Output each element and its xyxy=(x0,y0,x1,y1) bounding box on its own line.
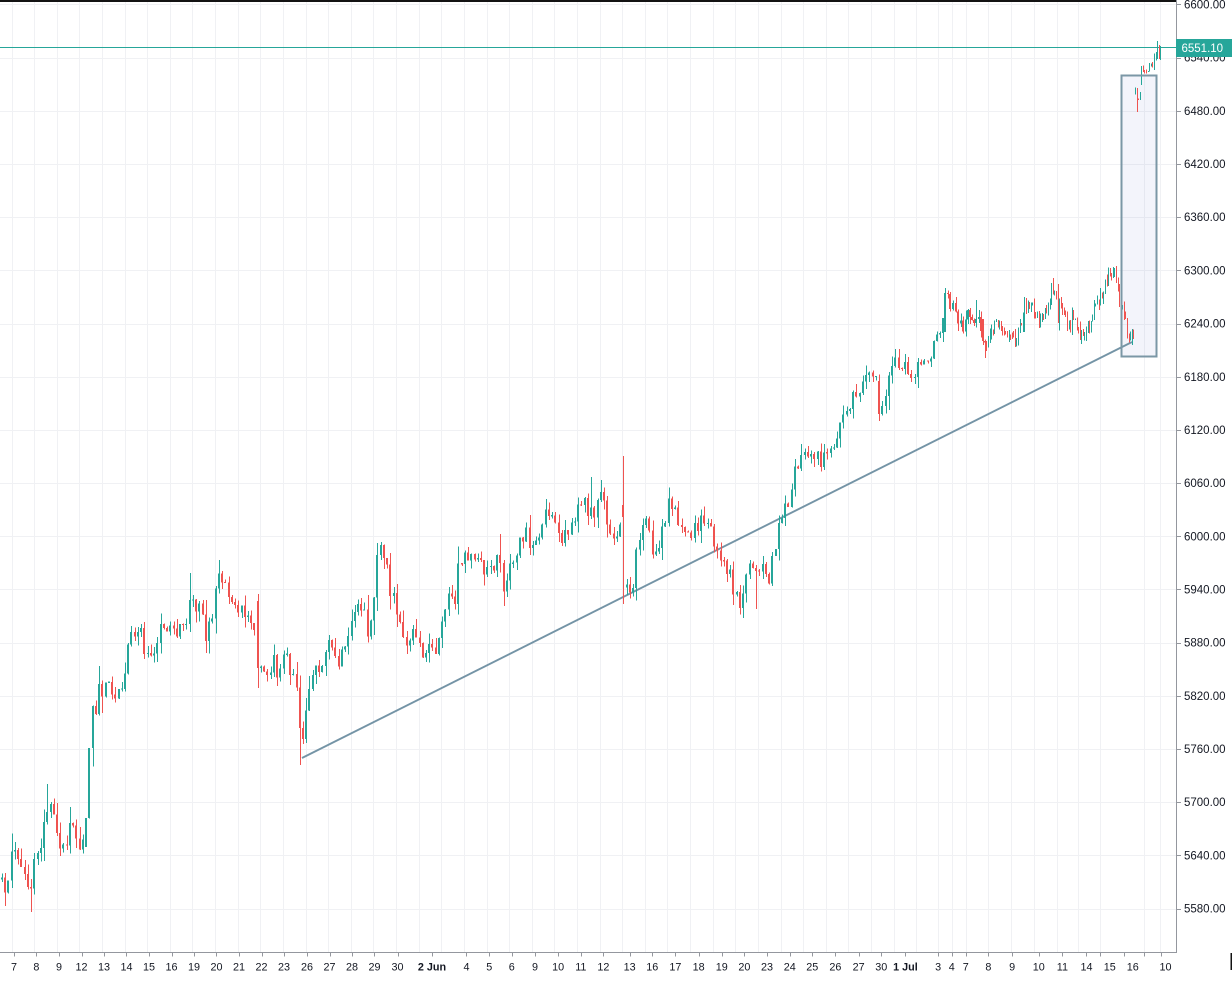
svg-text:6180.00: 6180.00 xyxy=(1184,372,1226,384)
svg-text:27: 27 xyxy=(853,962,865,974)
svg-text:12: 12 xyxy=(75,962,87,974)
svg-text:19: 19 xyxy=(188,962,200,974)
svg-text:24: 24 xyxy=(784,962,796,974)
svg-text:30: 30 xyxy=(391,962,403,974)
svg-text:5760.00: 5760.00 xyxy=(1184,744,1226,756)
svg-text:23: 23 xyxy=(761,962,773,974)
svg-text:20: 20 xyxy=(738,962,750,974)
svg-text:15: 15 xyxy=(143,962,155,974)
svg-text:14: 14 xyxy=(1080,962,1092,974)
svg-text:8: 8 xyxy=(33,962,39,974)
svg-text:6360.00: 6360.00 xyxy=(1184,212,1226,224)
svg-text:1 Jul: 1 Jul xyxy=(893,962,918,974)
svg-text:12: 12 xyxy=(597,962,609,974)
svg-text:20: 20 xyxy=(210,962,222,974)
svg-text:6551.10: 6551.10 xyxy=(1182,43,1224,55)
svg-text:6600.00: 6600.00 xyxy=(1184,0,1226,12)
svg-text:26: 26 xyxy=(301,962,313,974)
svg-text:23: 23 xyxy=(278,962,290,974)
svg-text:4: 4 xyxy=(949,962,955,974)
svg-text:5940.00: 5940.00 xyxy=(1184,585,1226,597)
svg-text:13: 13 xyxy=(98,962,110,974)
svg-text:5820.00: 5820.00 xyxy=(1184,691,1226,703)
svg-text:10: 10 xyxy=(1033,962,1045,974)
svg-text:6240.00: 6240.00 xyxy=(1184,319,1226,331)
svg-text:16: 16 xyxy=(165,962,177,974)
svg-text:27: 27 xyxy=(323,962,335,974)
svg-text:13: 13 xyxy=(624,962,636,974)
svg-text:5640.00: 5640.00 xyxy=(1184,850,1226,862)
svg-text:16: 16 xyxy=(1127,962,1139,974)
svg-text:6000.00: 6000.00 xyxy=(1184,531,1226,543)
svg-text:25: 25 xyxy=(806,962,818,974)
svg-text:4: 4 xyxy=(463,962,469,974)
svg-text:5: 5 xyxy=(486,962,492,974)
svg-text:7: 7 xyxy=(11,962,17,974)
svg-text:6300.00: 6300.00 xyxy=(1184,265,1226,277)
svg-text:6420.00: 6420.00 xyxy=(1184,159,1226,171)
svg-text:11: 11 xyxy=(575,962,586,974)
svg-text:15: 15 xyxy=(1104,962,1116,974)
svg-text:29: 29 xyxy=(368,962,380,974)
svg-text:26: 26 xyxy=(829,962,841,974)
svg-text:6060.00: 6060.00 xyxy=(1184,478,1226,490)
svg-text:9: 9 xyxy=(532,962,538,974)
svg-text:7: 7 xyxy=(963,962,969,974)
svg-text:10: 10 xyxy=(552,962,564,974)
svg-text:18: 18 xyxy=(693,962,705,974)
svg-text:28: 28 xyxy=(346,962,358,974)
svg-text:21: 21 xyxy=(233,962,245,974)
svg-text:22: 22 xyxy=(255,962,267,974)
svg-text:6480.00: 6480.00 xyxy=(1184,106,1226,118)
svg-text:16: 16 xyxy=(646,962,658,974)
svg-text:9: 9 xyxy=(1009,962,1015,974)
svg-text:9: 9 xyxy=(56,962,62,974)
svg-text:6120.00: 6120.00 xyxy=(1184,425,1226,437)
svg-text:14: 14 xyxy=(120,962,132,974)
svg-text:30: 30 xyxy=(875,962,887,974)
svg-text:17: 17 xyxy=(669,962,681,974)
svg-text:8: 8 xyxy=(985,962,991,974)
svg-text:5880.00: 5880.00 xyxy=(1184,638,1226,650)
svg-text:5580.00: 5580.00 xyxy=(1184,904,1226,916)
svg-text:10: 10 xyxy=(1159,962,1171,974)
svg-text:6: 6 xyxy=(509,962,515,974)
svg-text:3: 3 xyxy=(935,962,941,974)
svg-text:11: 11 xyxy=(1057,962,1068,974)
svg-text:5700.00: 5700.00 xyxy=(1184,797,1226,809)
svg-text:2 Jun: 2 Jun xyxy=(418,962,446,974)
svg-text:19: 19 xyxy=(716,962,728,974)
